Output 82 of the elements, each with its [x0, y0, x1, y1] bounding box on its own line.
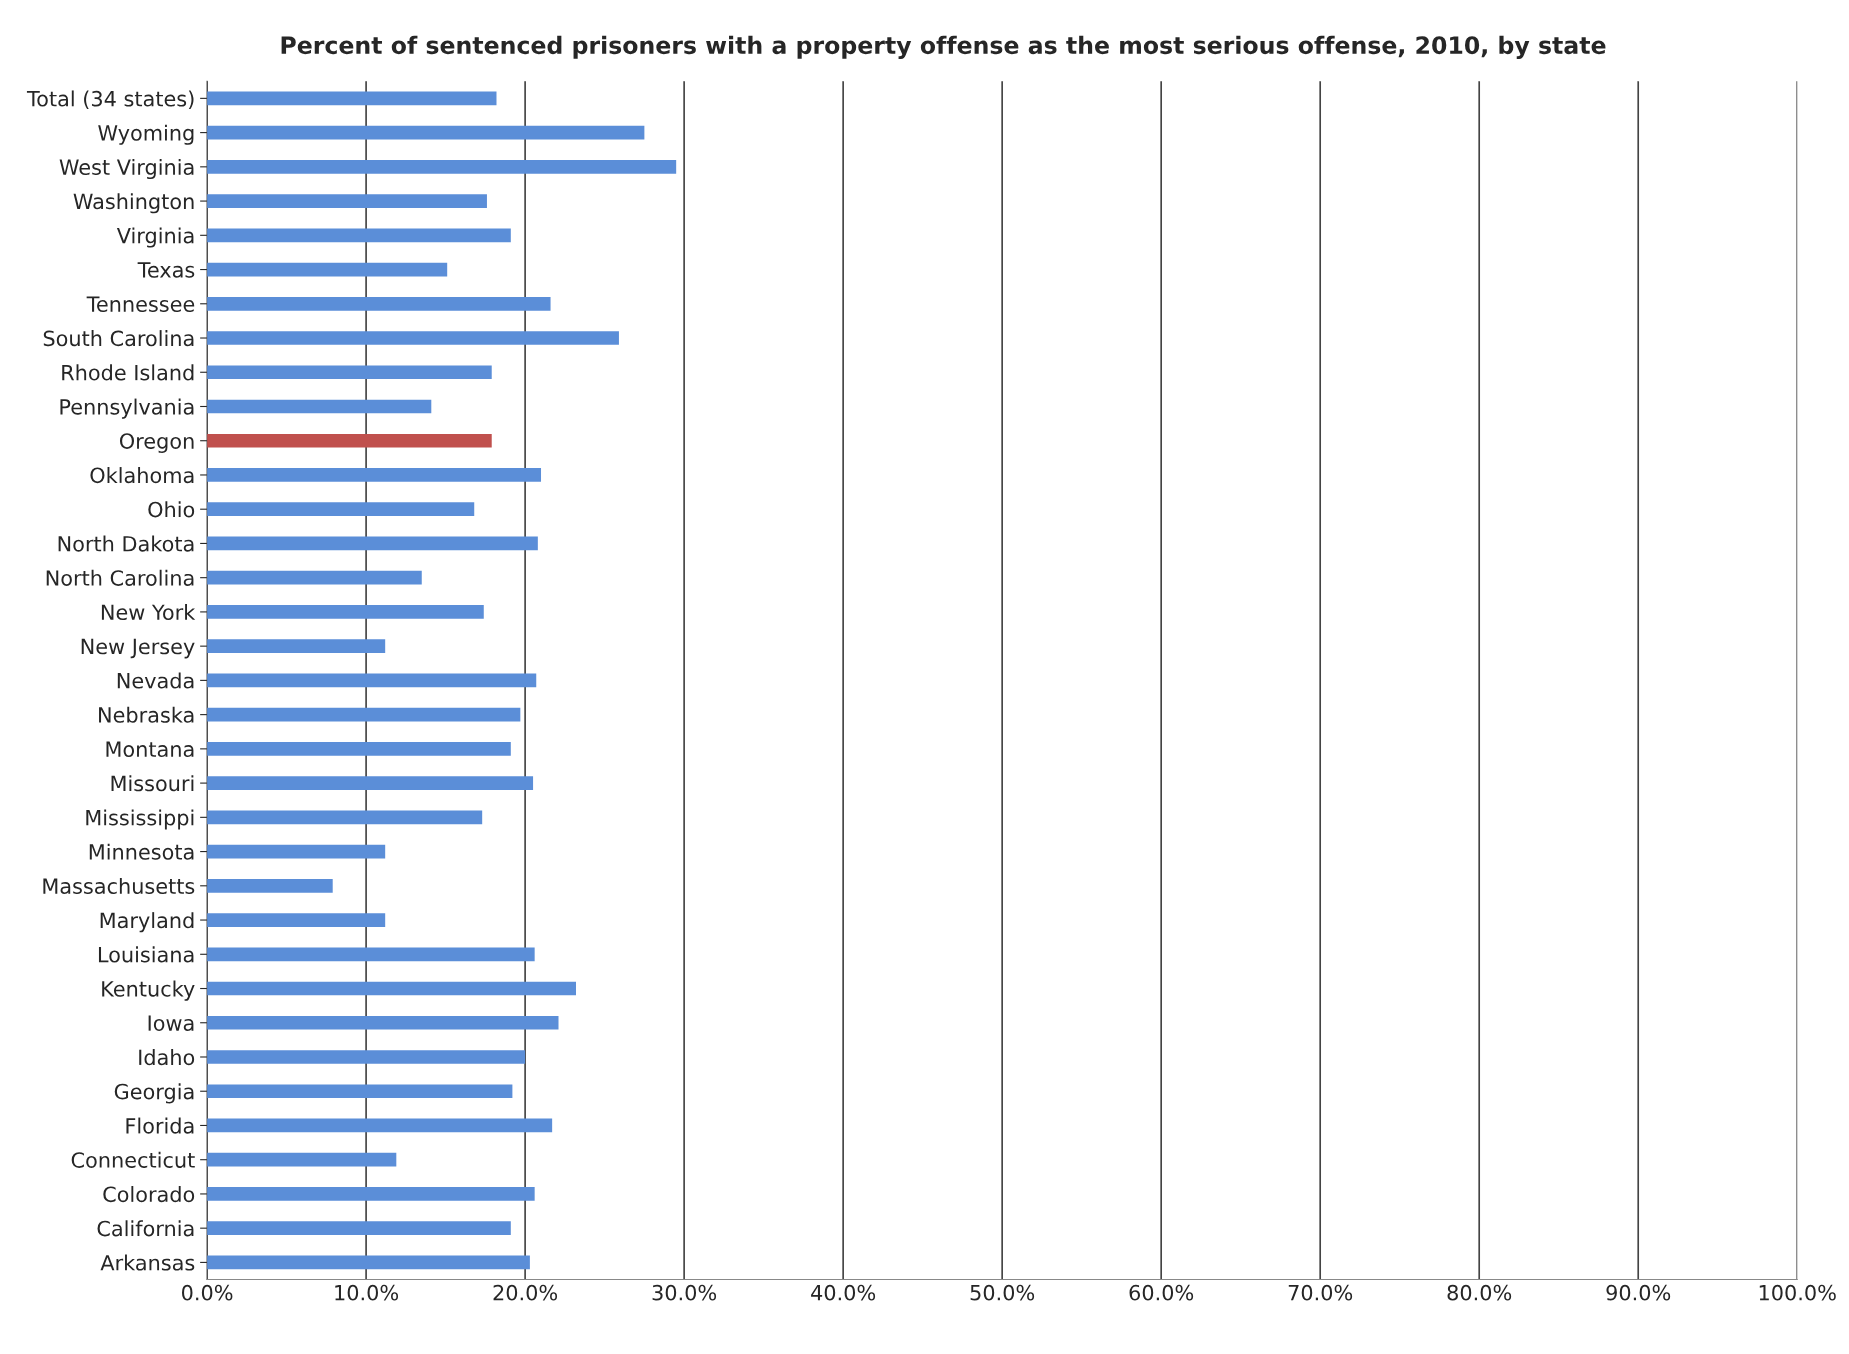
bar: [207, 1187, 535, 1201]
bar: [207, 605, 484, 619]
y-tick-label: North Dakota: [58, 535, 194, 552]
x-tick-label: 30.0%: [652, 1284, 717, 1301]
bar: [207, 1084, 513, 1099]
y-tick-label: Georgia: [114, 1083, 194, 1104]
x-tick-label: 70.0%: [1288, 1284, 1353, 1301]
y-tick-label: Maryland: [100, 912, 194, 933]
bar: [207, 639, 386, 653]
bar: [207, 468, 542, 482]
x-tick-label: 50.0%: [970, 1284, 1035, 1301]
bar: [207, 810, 483, 825]
x-tick-label: 60.0%: [1129, 1284, 1194, 1301]
y-tick-label: Virginia: [116, 227, 194, 248]
bar: [207, 91, 497, 106]
bar: [207, 1050, 526, 1064]
bar: [207, 399, 432, 414]
bar: [207, 194, 487, 208]
bar: [207, 1152, 397, 1167]
bar: [207, 296, 551, 311]
chart-title: Percent of sentenced prisoners with a property offense as the most serious offense, 2010, by state: [281, 35, 1606, 59]
y-tick-label: Nebraska: [99, 706, 194, 723]
y-tick-label: Oregon: [119, 433, 194, 453]
x-tick-label: 20.0%: [493, 1284, 558, 1301]
y-tick-label: Wyoming: [98, 124, 194, 145]
y-tick-label: Texas: [137, 262, 195, 278]
y-tick-label: Florida: [126, 1117, 194, 1134]
x-tick-label: 80.0%: [1447, 1284, 1512, 1301]
bar: [207, 331, 619, 345]
bar: [207, 125, 645, 140]
y-tick-label: California: [97, 1220, 194, 1237]
y-tick-label: South Carolina: [43, 330, 194, 347]
bar: [207, 502, 475, 517]
y-tick-label: Ohio: [148, 501, 195, 518]
bar: [207, 878, 333, 893]
y-tick-label: Tennessee: [86, 296, 195, 312]
y-tick-label: Total (34 states): [26, 90, 194, 110]
y-tick-label: Missouri: [111, 775, 194, 792]
bar: [207, 228, 511, 243]
bar: [207, 707, 521, 722]
y-tick-label: Oklahoma: [90, 467, 194, 484]
x-tick-label: 0.0%: [182, 1284, 233, 1301]
y-tick-label: Massachusetts: [43, 877, 195, 895]
bar: [207, 1015, 559, 1030]
y-tick-label: Nevada: [117, 672, 194, 689]
y-tick-label: Louisiana: [98, 946, 194, 963]
y-tick-label: Kentucky: [102, 980, 195, 1001]
bar: [207, 844, 386, 859]
y-tick-label: New York: [101, 604, 196, 621]
y-tick-label: Colorado: [103, 1186, 195, 1203]
bar: [207, 262, 448, 277]
x-tick-label: 40.0%: [811, 1284, 876, 1301]
y-tick-label: Idaho: [139, 1049, 195, 1066]
bar: [207, 673, 537, 688]
y-tick-label: Montana: [106, 741, 194, 758]
y-tick-label: Pennsylvania: [60, 398, 194, 419]
x-tick-label: 90.0%: [1606, 1284, 1671, 1301]
y-tick-label: Mississippi: [86, 809, 194, 830]
bar: [207, 1118, 553, 1133]
bar: [207, 776, 534, 790]
bar: [207, 947, 535, 962]
y-tick-label: Rhode Island: [62, 364, 194, 381]
y-tick-label: North Carolina: [46, 569, 194, 586]
y-tick-label: Arkansas: [100, 1254, 195, 1271]
bar: [207, 981, 576, 996]
y-tick-label: Washington: [73, 193, 194, 214]
y-tick-label: West Virginia: [59, 158, 194, 180]
bar: [207, 570, 422, 585]
bar: [207, 913, 386, 927]
x-tick-label: 10.0%: [335, 1284, 399, 1301]
x-tick-label: 100.0%: [1759, 1284, 1836, 1301]
bar: [207, 536, 538, 551]
bar: [207, 159, 677, 174]
bar: [207, 742, 511, 756]
y-tick-label: Iowa: [148, 1015, 194, 1031]
y-tick-label: Minnesota: [89, 843, 194, 860]
y-tick-label: New Jersey: [81, 638, 195, 659]
bar: [207, 1221, 511, 1236]
y-tick-label: Connecticut: [71, 1151, 195, 1168]
bar: [207, 433, 492, 448]
bar: [207, 365, 492, 380]
bar: [207, 1255, 530, 1270]
